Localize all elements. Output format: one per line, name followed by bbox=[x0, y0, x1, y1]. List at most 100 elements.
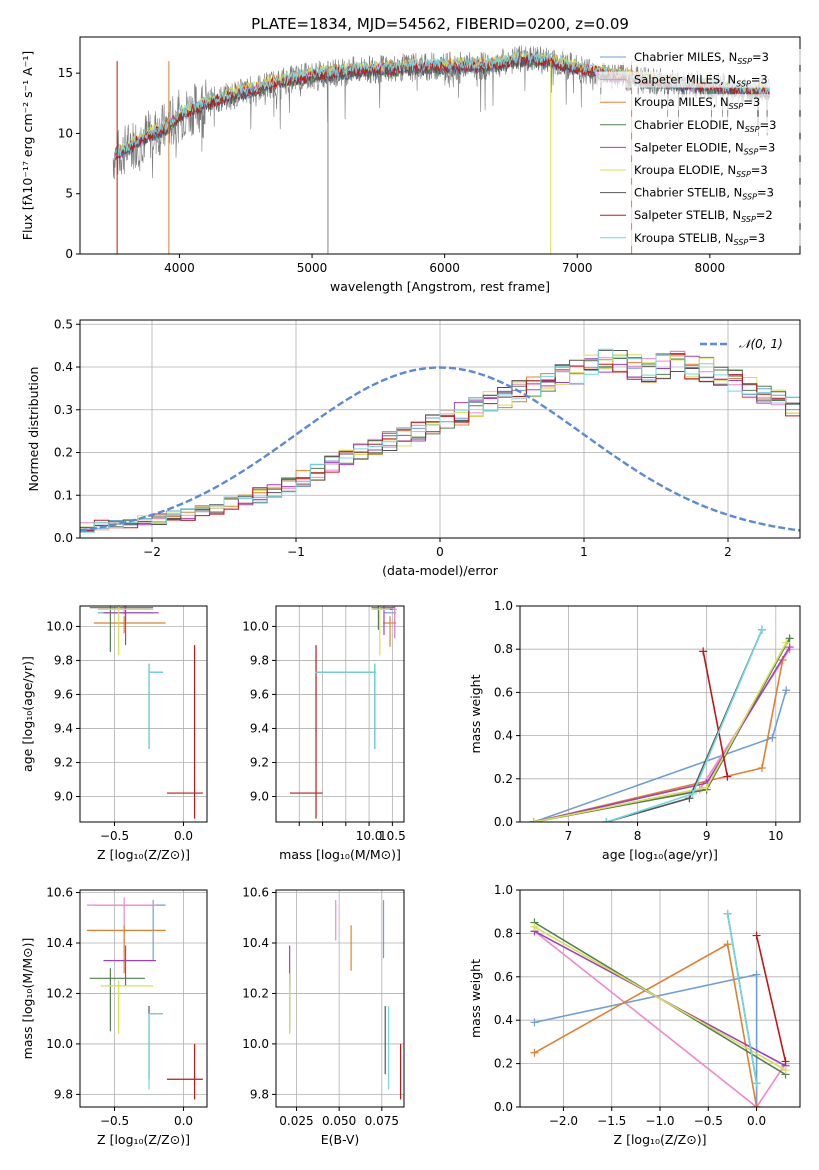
x-tick-label: 7000 bbox=[562, 261, 593, 275]
chart-spectrum: 4000 5000 6000 7000 8000 0 5 10 15 wavelength [An… bbox=[20, 36, 801, 294]
x-tick-label: 0.0 bbox=[747, 1114, 766, 1128]
y-axis-label: Normed distribution bbox=[26, 367, 41, 492]
x-tick-label: 2 bbox=[724, 545, 732, 559]
y-tick-label: 0.2 bbox=[54, 446, 73, 460]
marker-kroupa-stelib bbox=[757, 625, 766, 634]
point-kroupa-stelib bbox=[315, 663, 377, 749]
x-tick-label: 10.5 bbox=[379, 829, 406, 843]
marker-chabrier-miles bbox=[782, 686, 791, 695]
series-kroupa-stelib bbox=[726, 913, 758, 1084]
x-tick-label: −1 bbox=[287, 545, 305, 559]
plot-area bbox=[520, 606, 800, 822]
marker-kroupa-stelib bbox=[723, 909, 732, 918]
point-kroupa-elodie bbox=[371, 606, 391, 656]
plot-area bbox=[276, 606, 404, 822]
chart-mass-vs-ebv: 0.025 0.050 0.075 9.8 10.0 10.2 10.4 10.6 E(B-V) bbox=[242, 886, 405, 1147]
x-axis-label: (data-model)/error bbox=[382, 563, 499, 578]
y-tick-label: 0.1 bbox=[54, 488, 73, 502]
y-tick-label: 10.0 bbox=[46, 1037, 73, 1051]
gaussian-curve bbox=[80, 366, 800, 532]
x-tick-label: −0.5 bbox=[100, 829, 129, 843]
x-tick-label: −1.0 bbox=[645, 1114, 674, 1128]
y-tick-label: 10 bbox=[58, 126, 73, 140]
axes-frame bbox=[519, 605, 801, 823]
chart-age-vs-z: −0.5 0.0 9.0 9.2 9.4 9.6 9.8 10.0 Z [log₁₀(Z/Z⊙)… bbox=[20, 605, 208, 862]
series-salpeter-miles bbox=[534, 930, 787, 1107]
plot-area bbox=[80, 890, 207, 1107]
spectrum-data-line bbox=[112, 45, 770, 180]
x-tick-label: 9 bbox=[703, 829, 711, 843]
marker-chabrier-miles bbox=[768, 733, 777, 742]
marker-chabrier-elodie bbox=[785, 634, 794, 643]
marker-kroupa-miles bbox=[530, 1048, 539, 1057]
y-tick-label: 9.6 bbox=[250, 687, 269, 701]
y-tick-label: 9.6 bbox=[54, 687, 73, 701]
marker-kroupa-miles bbox=[752, 1103, 761, 1107]
point-chabrier-elodie bbox=[89, 968, 145, 1032]
series-salpeter-stelib bbox=[702, 651, 729, 777]
marker-salpeter-stelib bbox=[699, 647, 708, 656]
plot-area bbox=[276, 890, 404, 1107]
y-tick-label: 9.8 bbox=[54, 1087, 73, 1101]
marker-kroupa-elodie bbox=[782, 638, 791, 647]
y-tick-label: 10.2 bbox=[242, 986, 269, 1000]
y-tick-label: 10.6 bbox=[46, 886, 73, 900]
series-salpeter-stelib bbox=[755, 935, 787, 1062]
y-tick-label: 0.4 bbox=[494, 1013, 513, 1027]
y-tick-label: 9.2 bbox=[54, 755, 73, 769]
y-tick-label: 0.3 bbox=[54, 403, 73, 417]
marker-kroupa-stelib bbox=[752, 1079, 761, 1088]
legend-label-chabrier-elodie: Chabrier ELODIE, NSSP=3 bbox=[634, 118, 776, 134]
y-tick-label: 0.6 bbox=[494, 970, 513, 984]
y-tick-label: 10.6 bbox=[242, 886, 269, 900]
x-tick-label: −2 bbox=[143, 545, 161, 559]
y-axis-label: mass [log₁₀(M/M⊙)] bbox=[20, 938, 35, 1060]
point-kroupa-stelib bbox=[148, 663, 163, 749]
y-tick-label: 9.8 bbox=[54, 653, 73, 667]
point-chabrier-elodie bbox=[89, 606, 154, 652]
chart-mass-vs-z: −0.5 0.0 9.8 10.0 10.2 10.4 10.6 Z [log₁₀(Z/Z⊙)… bbox=[20, 886, 208, 1147]
marker-kroupa-elodie bbox=[781, 1066, 790, 1075]
axes-frame bbox=[275, 605, 405, 823]
y-tick-label: 0.2 bbox=[494, 1057, 513, 1071]
x-axis-label: E(B-V) bbox=[321, 1132, 360, 1147]
chart-massweight-vs-z: −2.0 −1.5 −1.0 −0.5 0.0 0.0 0.2 0.4 0.6 0.8 1.0 Z [… bbox=[468, 883, 801, 1147]
point-kroupa-miles bbox=[383, 616, 397, 647]
y-tick-label: 0.8 bbox=[494, 926, 513, 940]
figure-title: PLATE=1834, MJD=54562, FIBERID=0200, z=0… bbox=[251, 15, 629, 33]
x-tick-label: −0.5 bbox=[694, 1114, 723, 1128]
marker-kroupa-stelib bbox=[602, 818, 611, 822]
x-axis-label: Z [log₁₀(Z/Z⊙)] bbox=[97, 1132, 190, 1147]
marker-salpeter-stelib bbox=[723, 772, 732, 781]
series-kroupa-elodie bbox=[534, 926, 786, 1071]
x-axis-label: wavelength [Angstrom, rest frame] bbox=[330, 279, 550, 294]
x-tick-label: 5000 bbox=[297, 261, 328, 275]
x-tick-label: 0.025 bbox=[279, 1114, 313, 1128]
x-axis-label: age [log₁₀(age/yr)] bbox=[602, 847, 718, 862]
marker-kroupa-elodie bbox=[702, 783, 711, 792]
marker-kroupa-miles bbox=[723, 940, 732, 949]
y-tick-label: 10.4 bbox=[46, 936, 73, 950]
x-tick-label: 0 bbox=[436, 545, 444, 559]
y-tick-label: 15 bbox=[58, 66, 73, 80]
y-tick-label: 9.0 bbox=[250, 789, 269, 803]
marker-chabrier-miles bbox=[530, 1018, 539, 1027]
y-axis-label: Flux [fλ10⁻¹⁷ erg cm⁻² s⁻¹ A⁻¹] bbox=[20, 51, 35, 240]
histogram-chabrier-stelib bbox=[80, 349, 800, 529]
marker-kroupa-elodie bbox=[529, 818, 538, 822]
legend-label-salpeter-miles: Salpeter MILES, NSSP=3 bbox=[634, 73, 768, 89]
y-tick-label: 9.8 bbox=[250, 653, 269, 667]
marker-chabrier-miles bbox=[752, 970, 761, 979]
x-tick-label: 0.0 bbox=[174, 829, 193, 843]
y-axis-label: mass weight bbox=[468, 674, 483, 753]
point-salpeter-stelib bbox=[166, 645, 203, 819]
point-kroupa-miles bbox=[86, 925, 166, 974]
legend-label-chabrier-stelib: Chabrier STELIB, NSSP=3 bbox=[634, 186, 774, 202]
y-tick-label: 0.5 bbox=[54, 317, 73, 331]
x-axis-label: mass [log₁₀(M/M⊙)] bbox=[279, 847, 401, 862]
x-tick-label: 10.0 bbox=[356, 829, 383, 843]
point-kroupa-miles bbox=[93, 616, 166, 634]
axes-frame bbox=[275, 889, 405, 1108]
y-axis-label: mass weight bbox=[468, 959, 483, 1038]
